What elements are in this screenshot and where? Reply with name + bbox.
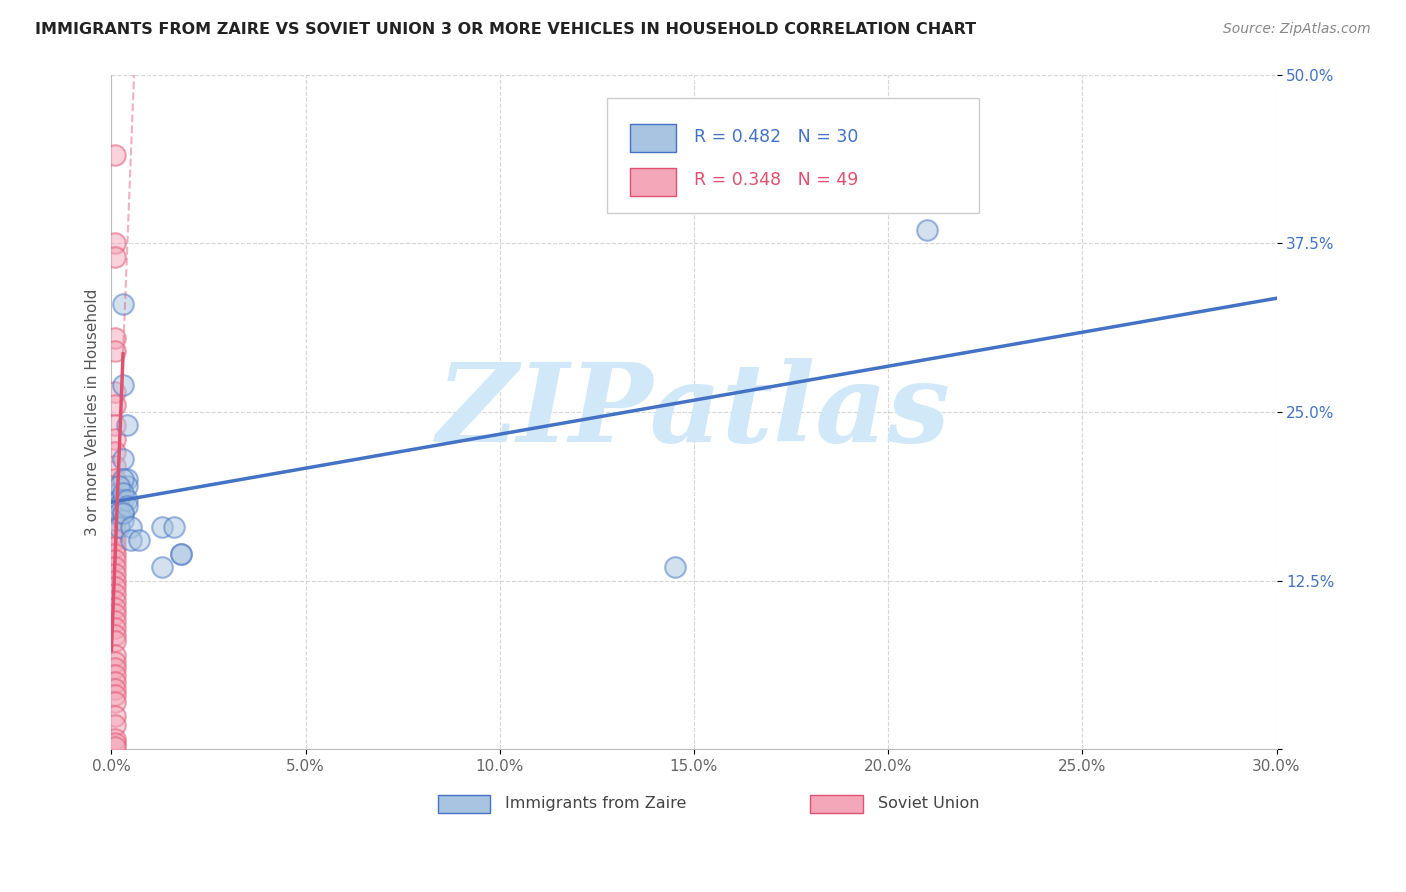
Point: [104, 148, 127, 162]
Point: [162, 519, 184, 533]
Point: [104, 587, 127, 601]
Point: [112, 506, 135, 520]
Point: [112, 492, 135, 507]
Point: [104, 574, 127, 588]
Point: [104, 398, 127, 412]
Point: [915, 223, 938, 237]
Point: [104, 627, 127, 641]
Point: [112, 486, 135, 500]
Point: [108, 479, 131, 493]
Point: [150, 560, 173, 574]
Point: [108, 486, 131, 500]
Point: [104, 344, 127, 359]
Point: [104, 681, 127, 696]
Point: [104, 526, 127, 541]
Point: [664, 560, 686, 574]
Point: [112, 506, 135, 520]
Point: [104, 735, 127, 749]
Bar: [630, 124, 676, 153]
Point: [104, 661, 127, 675]
Point: [104, 331, 127, 345]
Point: [104, 445, 127, 459]
Point: [104, 540, 127, 554]
Point: [104, 614, 127, 628]
Point: [104, 708, 127, 723]
Bar: [630, 168, 676, 196]
Point: [115, 418, 138, 433]
Point: [170, 547, 193, 561]
Point: [112, 452, 135, 467]
Bar: [437, 795, 491, 814]
Point: [104, 547, 127, 561]
Point: [104, 236, 127, 251]
Point: [104, 250, 127, 264]
Point: [104, 600, 127, 615]
FancyBboxPatch shape: [606, 98, 980, 213]
Point: [108, 519, 131, 533]
Point: [112, 378, 135, 392]
Point: [104, 486, 127, 500]
Point: [112, 297, 135, 311]
Point: [104, 500, 127, 514]
Point: [104, 566, 127, 581]
Point: [104, 506, 127, 520]
Point: [104, 479, 127, 493]
Point: [115, 500, 138, 514]
Point: [104, 533, 127, 548]
Point: [108, 500, 131, 514]
Point: [104, 594, 127, 608]
Point: [104, 731, 127, 746]
Point: [115, 492, 138, 507]
Point: [104, 513, 127, 527]
Point: [104, 553, 127, 567]
Y-axis label: 3 or more Vehicles in Household: 3 or more Vehicles in Household: [86, 288, 100, 535]
Point: [104, 634, 127, 648]
Point: [104, 695, 127, 709]
Point: [120, 533, 142, 548]
Point: [104, 607, 127, 622]
Text: R = 0.348   N = 49: R = 0.348 N = 49: [695, 171, 858, 189]
Point: [104, 674, 127, 689]
Text: Source: ZipAtlas.com: Source: ZipAtlas.com: [1223, 22, 1371, 37]
Point: [104, 718, 127, 732]
Point: [115, 479, 138, 493]
Point: [104, 621, 127, 635]
Bar: [810, 795, 863, 814]
Point: [108, 506, 131, 520]
Point: [104, 384, 127, 399]
Text: ZIPatlas: ZIPatlas: [437, 359, 950, 466]
Point: [115, 472, 138, 486]
Point: [104, 739, 127, 754]
Point: [112, 513, 135, 527]
Point: [170, 547, 193, 561]
Point: [104, 492, 127, 507]
Point: [104, 580, 127, 594]
Point: [104, 655, 127, 669]
Text: IMMIGRANTS FROM ZAIRE VS SOVIET UNION 3 OR MORE VEHICLES IN HOUSEHOLD CORRELATIO: IMMIGRANTS FROM ZAIRE VS SOVIET UNION 3 …: [35, 22, 976, 37]
Text: Soviet Union: Soviet Union: [879, 797, 980, 812]
Point: [108, 492, 131, 507]
Text: Immigrants from Zaire: Immigrants from Zaire: [505, 797, 686, 812]
Point: [104, 432, 127, 446]
Point: [104, 689, 127, 703]
Point: [104, 560, 127, 574]
Point: [150, 519, 173, 533]
Point: [112, 472, 135, 486]
Point: [104, 668, 127, 682]
Point: [120, 519, 142, 533]
Point: [104, 458, 127, 473]
Point: [104, 519, 127, 533]
Point: [104, 648, 127, 662]
Point: [104, 418, 127, 433]
Point: [128, 533, 150, 548]
Point: [104, 472, 127, 486]
Text: R = 0.482   N = 30: R = 0.482 N = 30: [695, 128, 858, 145]
